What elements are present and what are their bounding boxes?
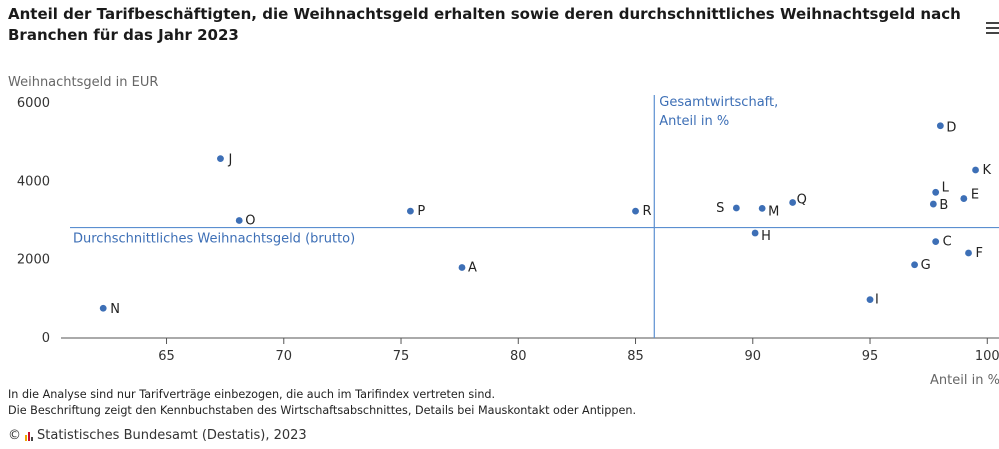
data-point-label: J <box>227 153 232 168</box>
vertical-reference-label: Gesamtwirtschaft, <box>659 95 778 110</box>
y-tick-label: 6000 <box>17 96 50 111</box>
data-point <box>758 204 766 212</box>
data-point <box>751 229 759 237</box>
copyright-symbol: © <box>8 428 21 443</box>
data-point-label: G <box>921 258 931 273</box>
x-tick-label: 75 <box>393 349 410 364</box>
data-point <box>99 304 107 312</box>
footnote-2: Die Beschriftung zeigt den Kennbuchstabe… <box>8 404 637 417</box>
data-point-label: F <box>976 246 983 261</box>
data-point <box>936 122 944 130</box>
horizontal-reference-label: Durchschnittliches Weihnachtsgeld (brutt… <box>73 232 355 247</box>
x-tick-label: 85 <box>627 349 644 364</box>
x-tick-label: 95 <box>862 349 879 364</box>
chart-title: Anteil der Tarifbeschäftigten, die Weihn… <box>8 5 961 44</box>
data-point <box>932 188 940 196</box>
x-tick-label: 80 <box>510 349 527 364</box>
y-tick-label: 4000 <box>17 174 50 189</box>
x-tick-label: 90 <box>745 349 762 364</box>
data-point-label: A <box>468 261 477 276</box>
source-text: Statistisches Bundesamt (Destatis), 2023 <box>37 428 307 443</box>
scatter-chart: Weihnachtsgeld in EUR Anteil in % 65 70 75… <box>8 75 999 388</box>
x-axis-label: Anteil in % <box>930 373 999 388</box>
data-point-label: C <box>943 235 952 250</box>
data-point <box>789 199 797 206</box>
data-point <box>932 238 940 246</box>
data-point-label: L <box>942 180 950 195</box>
data-point-label: N <box>110 302 120 317</box>
data-point-label: H <box>761 229 771 244</box>
data-point-label: O <box>245 214 255 229</box>
data-point-label: B <box>939 198 948 213</box>
data-point-label: M <box>768 204 779 219</box>
data-point <box>911 261 918 269</box>
data-point <box>972 166 979 174</box>
data-point <box>217 155 224 163</box>
data-point <box>866 296 874 304</box>
data-point-label: P <box>417 204 425 219</box>
data-point <box>632 207 639 215</box>
y-tick-label: 0 <box>42 331 50 346</box>
data-point <box>235 217 243 224</box>
data-point <box>458 264 466 271</box>
data-point-label: I <box>875 293 879 308</box>
data-point <box>965 249 972 257</box>
data-point-label: D <box>946 121 956 136</box>
destatis-logo <box>25 431 33 441</box>
data-point-label: Q <box>797 192 807 207</box>
data-point-label: E <box>971 188 979 203</box>
data-point-label: K <box>983 163 992 178</box>
data-point <box>960 195 968 202</box>
vertical-reference-label: Anteil in % <box>659 114 729 129</box>
x-tick-label: 100 <box>975 349 999 364</box>
footnote-1: In die Analyse sind nur Tarifverträge ei… <box>8 388 496 401</box>
data-point-label: S <box>716 201 724 216</box>
data-point <box>732 204 740 212</box>
source-line: © Statistisches Bundesamt (Destatis), 20… <box>8 428 307 443</box>
data-point-label: R <box>643 204 652 219</box>
hamburger-menu-icon[interactable] <box>986 22 999 34</box>
data-point <box>929 200 937 208</box>
y-axis-label: Weihnachtsgeld in EUR <box>8 75 158 90</box>
x-tick-label: 65 <box>158 349 175 364</box>
data-point <box>407 207 414 215</box>
y-tick-label: 2000 <box>17 253 50 268</box>
x-tick-label: 70 <box>276 349 293 364</box>
